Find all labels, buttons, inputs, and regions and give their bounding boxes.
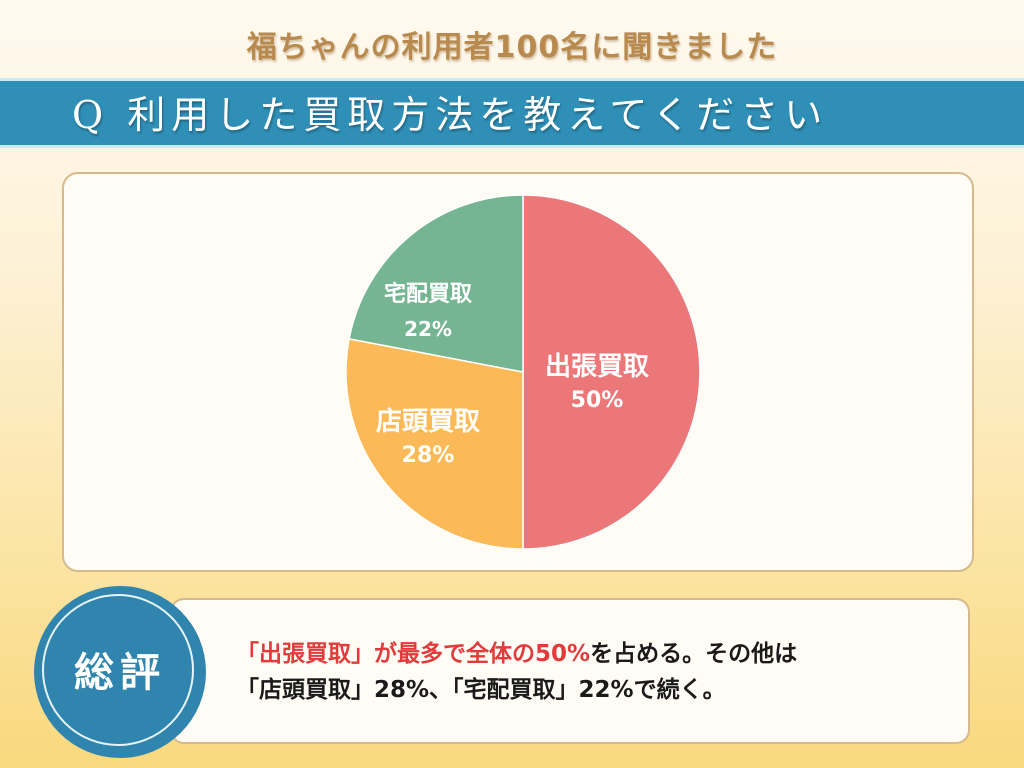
summary-text: 「出張買取」が最多で全体の50%を占める。その他は 「店頭買取」28%、「宅配買…	[236, 636, 797, 708]
slice-percent: 50%	[570, 388, 624, 413]
pie-slice-0	[522, 194, 701, 550]
slice-label-shuccho: 出張買取 50%	[545, 350, 649, 418]
slice-name: 店頭買取	[376, 407, 481, 437]
survey-subtitle: 福ちゃんの利用者100名に聞きました	[246, 30, 778, 65]
summary-badge: 総評	[74, 650, 166, 696]
slice-percent: 22%	[404, 317, 452, 341]
stamp-ring	[42, 594, 194, 746]
slice-label-takuhai: 宅配買取 22%	[384, 278, 472, 346]
summary-highlight: 「出張買取」が最多で全体の50%	[236, 641, 591, 667]
question-banner	[0, 78, 1024, 148]
pie-slice-2	[348, 194, 524, 373]
slice-percent: 28%	[401, 443, 455, 468]
slice-name: 出張買取	[545, 352, 650, 382]
summary-line2: 「店頭買取」28%、「宅配買取」22%で続く。	[236, 677, 726, 703]
summary-line1: を占める。その他は	[590, 641, 798, 667]
question-title: Q 利用した買取方法を教えてください	[72, 93, 829, 137]
slice-label-tento: 店頭買取 28%	[376, 405, 480, 473]
pie-slice-1	[345, 337, 524, 550]
slice-name: 宅配買取	[384, 282, 473, 307]
summary-box	[170, 598, 970, 744]
